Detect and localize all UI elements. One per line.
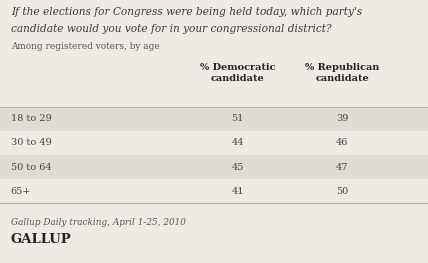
Text: % Republican
candidate: % Republican candidate <box>305 63 380 83</box>
Text: 44: 44 <box>231 138 244 147</box>
Text: 30 to 49: 30 to 49 <box>11 138 51 147</box>
Text: 39: 39 <box>336 114 348 123</box>
Text: 65+: 65+ <box>11 187 31 196</box>
Text: candidate would you vote for in your congressional district?: candidate would you vote for in your con… <box>11 24 331 34</box>
Text: If the elections for Congress were being held today, which party's: If the elections for Congress were being… <box>11 7 362 17</box>
Text: % Democratic
candidate: % Democratic candidate <box>200 63 275 83</box>
Text: 18 to 29: 18 to 29 <box>11 114 51 123</box>
Text: GALLUP: GALLUP <box>11 233 71 246</box>
Text: Among registered voters, by age: Among registered voters, by age <box>11 42 160 51</box>
Text: 50: 50 <box>336 187 348 196</box>
Text: 45: 45 <box>232 163 244 171</box>
Text: 41: 41 <box>231 187 244 196</box>
Text: Gallup Daily tracking, April 1-25, 2010: Gallup Daily tracking, April 1-25, 2010 <box>11 218 186 227</box>
Text: 46: 46 <box>336 138 348 147</box>
Text: 47: 47 <box>336 163 349 171</box>
Text: 50 to 64: 50 to 64 <box>11 163 51 171</box>
Text: 51: 51 <box>232 114 244 123</box>
